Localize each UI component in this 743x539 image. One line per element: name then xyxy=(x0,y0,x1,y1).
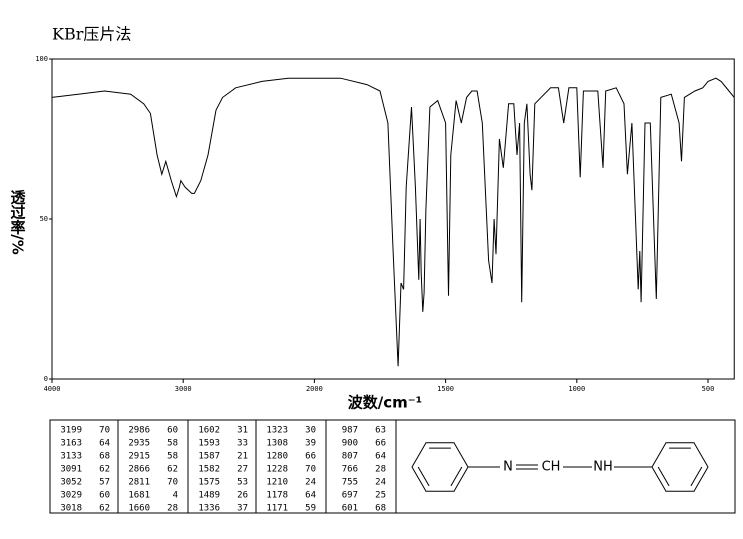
spectrum-line xyxy=(51,77,735,367)
plot-frame xyxy=(51,58,735,380)
peak-wavenumber: 3018 xyxy=(60,504,82,514)
double-bond xyxy=(450,466,463,487)
peak-transmittance: 66 xyxy=(375,439,386,449)
y-tick-label: 0 xyxy=(44,375,48,383)
peak-wavenumber: 2915 xyxy=(128,452,150,462)
peak-wavenumber: 1602 xyxy=(198,426,220,436)
double-bond xyxy=(417,466,430,487)
peak-transmittance: 68 xyxy=(375,504,386,514)
x-tick-label: 4000 xyxy=(44,385,61,393)
peak-wavenumber: 766 xyxy=(342,465,358,475)
peak-wavenumber: 1593 xyxy=(198,439,220,449)
double-bond xyxy=(657,466,670,487)
x-tick-label: 2000 xyxy=(306,385,323,393)
peak-wavenumber: 3052 xyxy=(60,478,82,488)
peak-wavenumber: 3091 xyxy=(60,465,82,475)
peak-transmittance: 62 xyxy=(99,504,110,514)
peak-wavenumber: 1228 xyxy=(266,465,288,475)
peak-transmittance: 25 xyxy=(375,491,386,501)
peak-wavenumber: 987 xyxy=(342,426,358,436)
peak-transmittance: 21 xyxy=(237,452,248,462)
peak-transmittance: 26 xyxy=(237,491,248,501)
peak-transmittance: 4 xyxy=(173,491,178,501)
peak-transmittance: 60 xyxy=(99,491,110,501)
peak-wavenumber: 1681 xyxy=(128,491,150,501)
x-tick-label: 1500 xyxy=(437,385,454,393)
atom-label: CH xyxy=(542,460,561,475)
peak-transmittance: 39 xyxy=(305,439,316,449)
peak-wavenumber: 900 xyxy=(342,439,358,449)
peak-transmittance: 27 xyxy=(237,465,248,475)
peak-transmittance: 66 xyxy=(305,452,316,462)
atom-label: N xyxy=(503,460,513,475)
peak-wavenumber: 755 xyxy=(342,478,358,488)
peak-wavenumber: 1587 xyxy=(198,452,220,462)
peak-transmittance: 64 xyxy=(305,491,316,501)
peak-wavenumber: 1210 xyxy=(266,478,288,488)
peak-transmittance: 58 xyxy=(167,439,178,449)
peak-wavenumber: 697 xyxy=(342,491,358,501)
peak-transmittance: 63 xyxy=(375,426,386,436)
peak-wavenumber: 3163 xyxy=(60,439,82,449)
table-frame xyxy=(49,419,736,514)
peak-transmittance: 31 xyxy=(237,426,248,436)
peak-wavenumber: 3029 xyxy=(60,491,82,501)
y-tick-label: 50 xyxy=(40,215,48,223)
benzene-ring xyxy=(411,442,469,492)
peak-transmittance: 57 xyxy=(99,478,110,488)
x-tick-label: 500 xyxy=(702,385,715,393)
x-tick-label: 3000 xyxy=(175,385,192,393)
peak-transmittance: 33 xyxy=(237,439,248,449)
peak-wavenumber: 3133 xyxy=(60,452,82,462)
peak-transmittance: 62 xyxy=(99,465,110,475)
peak-wavenumber: 3199 xyxy=(60,426,82,436)
peak-wavenumber: 1582 xyxy=(198,465,220,475)
peak-transmittance: 37 xyxy=(237,504,248,514)
peak-wavenumber: 1323 xyxy=(266,426,288,436)
peak-transmittance: 60 xyxy=(167,426,178,436)
double-bond xyxy=(690,466,703,487)
peak-transmittance: 53 xyxy=(237,478,248,488)
peak-transmittance: 59 xyxy=(305,504,316,514)
peak-transmittance: 70 xyxy=(305,465,316,475)
peak-transmittance: 28 xyxy=(167,504,178,514)
peak-wavenumber: 2811 xyxy=(128,478,150,488)
peak-wavenumber: 1171 xyxy=(266,504,288,514)
peak-transmittance: 70 xyxy=(167,478,178,488)
peak-wavenumber: 1178 xyxy=(266,491,288,501)
y-tick-label: 100 xyxy=(35,55,48,63)
peak-wavenumber: 1336 xyxy=(198,504,220,514)
peak-wavenumber: 2866 xyxy=(128,465,150,475)
peak-transmittance: 58 xyxy=(167,452,178,462)
peak-transmittance: 68 xyxy=(99,452,110,462)
peak-wavenumber: 1575 xyxy=(198,478,220,488)
peak-transmittance: 64 xyxy=(99,439,110,449)
peak-transmittance: 24 xyxy=(305,478,316,488)
peak-wavenumber: 1308 xyxy=(266,439,288,449)
peak-wavenumber: 2935 xyxy=(128,439,150,449)
peak-wavenumber: 1660 xyxy=(128,504,150,514)
peak-wavenumber: 601 xyxy=(342,504,358,514)
peak-transmittance: 64 xyxy=(375,452,386,462)
peak-transmittance: 62 xyxy=(167,465,178,475)
atom-label: NH xyxy=(593,460,613,475)
chart-title: KBr压片法 xyxy=(52,25,131,44)
x-tick-label: 1000 xyxy=(568,385,585,393)
structure xyxy=(411,442,709,492)
peak-transmittance: 30 xyxy=(305,426,316,436)
peak-transmittance: 70 xyxy=(99,426,110,436)
peak-transmittance: 24 xyxy=(375,478,386,488)
x-axis-label: 波数/cm⁻¹ xyxy=(348,394,423,412)
peak-wavenumber: 1489 xyxy=(198,491,220,501)
peak-wavenumber: 1280 xyxy=(266,452,288,462)
y-axis-label: 透过率/% xyxy=(9,189,27,255)
benzene-ring xyxy=(651,442,709,492)
peak-transmittance: 28 xyxy=(375,465,386,475)
peak-wavenumber: 807 xyxy=(342,452,358,462)
peak-wavenumber: 2986 xyxy=(128,426,150,436)
